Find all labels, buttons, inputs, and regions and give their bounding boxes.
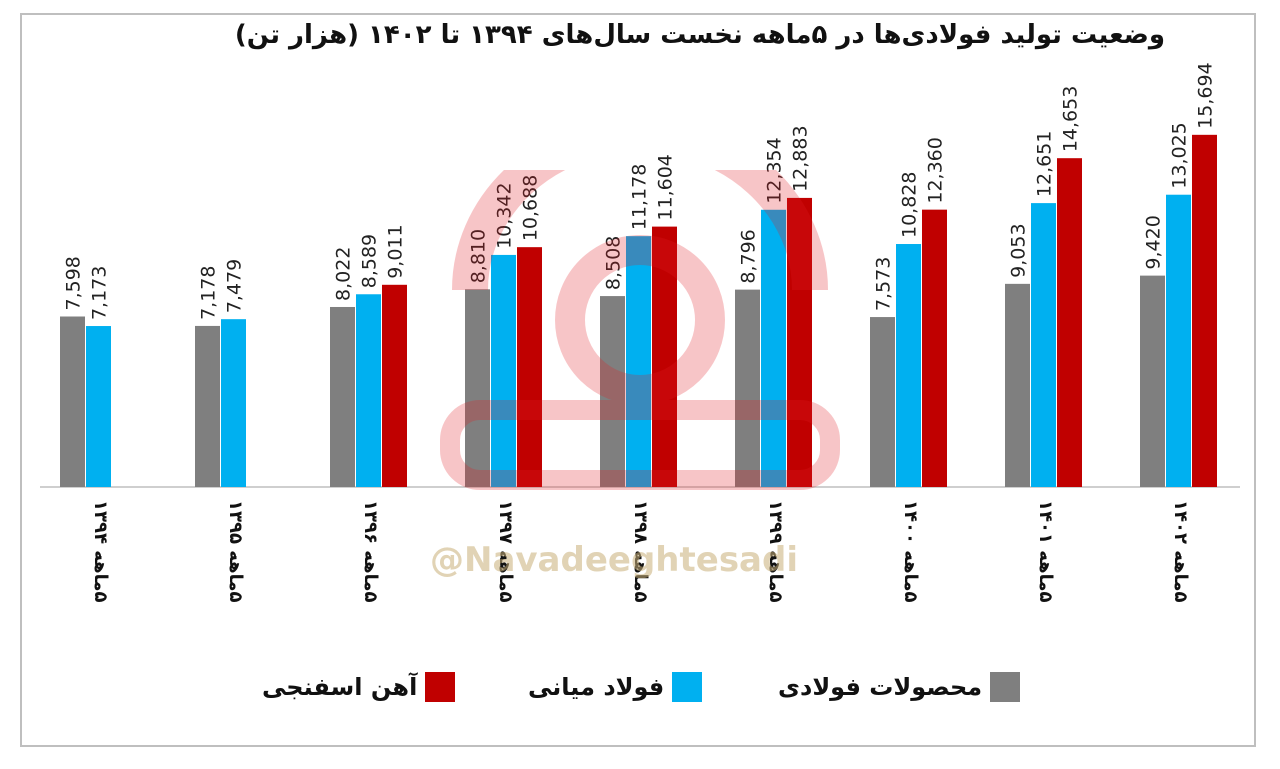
category-label-4: ۵ماهه ۱۳۹۸	[630, 500, 651, 603]
value-label-2-7: 14,653	[1060, 86, 1082, 152]
legend-label-intermediate-steel: فولاد میانی	[528, 673, 665, 701]
category-label-3: ۵ماهه ۱۳۹۷	[495, 500, 516, 603]
value-label-0-2: 8,022	[333, 247, 355, 301]
value-label-0-3: 8,810	[468, 229, 490, 283]
value-label-0-5: 8,796	[738, 229, 760, 283]
category-label-1: ۵ماهه ۱۳۹۵	[225, 500, 246, 603]
bar-0-3	[465, 289, 490, 487]
value-label-2-3: 10,688	[520, 175, 542, 241]
value-label-0-4: 8,508	[603, 236, 625, 290]
value-label-1-4: 11,178	[629, 164, 651, 230]
category-label-7: ۵ماهه ۱۴۰۱	[1035, 500, 1056, 603]
value-label-2-6: 12,360	[925, 137, 947, 203]
value-label-1-7: 12,651	[1034, 131, 1056, 197]
value-label-2-4: 11,604	[655, 154, 677, 220]
category-label-8: ۵ماهه ۱۴۰۲	[1170, 500, 1191, 603]
chart-title: وضعیت تولید فولادی‌ها در ۵ماهه نخست سال‌…	[234, 20, 1166, 50]
category-label-2: ۵ماهه ۱۳۹۶	[360, 500, 381, 603]
value-label-0-1: 7,178	[198, 266, 220, 320]
legend-label-steel-products: محصولات فولادی	[778, 673, 983, 701]
value-label-0-7: 9,053	[1008, 223, 1030, 277]
value-label-0-8: 9,420	[1143, 215, 1165, 269]
bar-1-8	[1166, 194, 1191, 487]
bar-1-6	[896, 244, 921, 487]
category-label-5: ۵ماهه ۱۳۹۹	[765, 500, 786, 603]
value-label-1-0: 7,173	[89, 266, 111, 320]
legend-item-steel-products: محصولات فولادی	[778, 672, 1021, 702]
bar-2-7	[1057, 158, 1082, 487]
chart-legend: آهن اسفنجی فولاد میانی محصولات فولادی	[0, 672, 1280, 712]
value-label-1-5: 12,354	[764, 137, 786, 203]
value-label-2-8: 15,694	[1195, 62, 1217, 128]
bar-1-3	[491, 254, 516, 487]
bar-1-0	[86, 326, 111, 487]
legend-swatch-sponge-iron	[425, 672, 456, 702]
bar-0-4	[600, 296, 625, 487]
bar-1-1	[221, 319, 246, 487]
bar-0-5	[735, 289, 760, 487]
legend-item-sponge-iron: آهن اسفنجی	[262, 672, 456, 702]
bar-0-2	[330, 306, 355, 487]
value-label-1-8: 13,025	[1169, 122, 1191, 188]
value-label-1-6: 10,828	[899, 172, 921, 238]
bar-0-7	[1005, 283, 1030, 487]
value-label-0-6: 7,573	[873, 257, 895, 311]
legend-swatch-steel-products	[990, 672, 1021, 702]
value-label-1-2: 8,589	[359, 234, 381, 288]
bar-1-4	[626, 236, 651, 487]
legend-item-intermediate-steel: فولاد میانی	[528, 672, 703, 702]
bar-2-6	[922, 209, 947, 487]
bar-1-7	[1031, 203, 1056, 487]
bar-0-1	[195, 325, 220, 487]
bar-2-4	[652, 226, 677, 487]
legend-label-sponge-iron: آهن اسفنجی	[262, 673, 418, 701]
bar-2-5	[787, 197, 812, 487]
value-label-0-0: 7,598	[63, 256, 85, 310]
watermark-handle: @Navadeeghtesadi	[430, 540, 798, 580]
bar-0-6	[870, 317, 895, 487]
bar-2-2	[382, 284, 407, 487]
bar-0-8	[1140, 275, 1165, 487]
bar-1-5	[761, 209, 786, 487]
bar-0-0	[60, 316, 85, 487]
bar-2-3	[517, 247, 542, 487]
value-label-1-3: 10,342	[494, 182, 516, 248]
value-label-1-1: 7,479	[224, 259, 246, 313]
legend-swatch-intermediate-steel	[672, 672, 703, 702]
value-label-2-2: 9,011	[385, 224, 407, 278]
bar-1-2	[356, 294, 381, 487]
bar-2-8	[1192, 134, 1217, 487]
category-label-6: ۵ماهه ۱۴۰۰	[900, 500, 921, 603]
value-label-2-5: 12,883	[790, 125, 812, 191]
category-label-0: ۵ماهه ۱۳۹۴	[90, 500, 111, 603]
